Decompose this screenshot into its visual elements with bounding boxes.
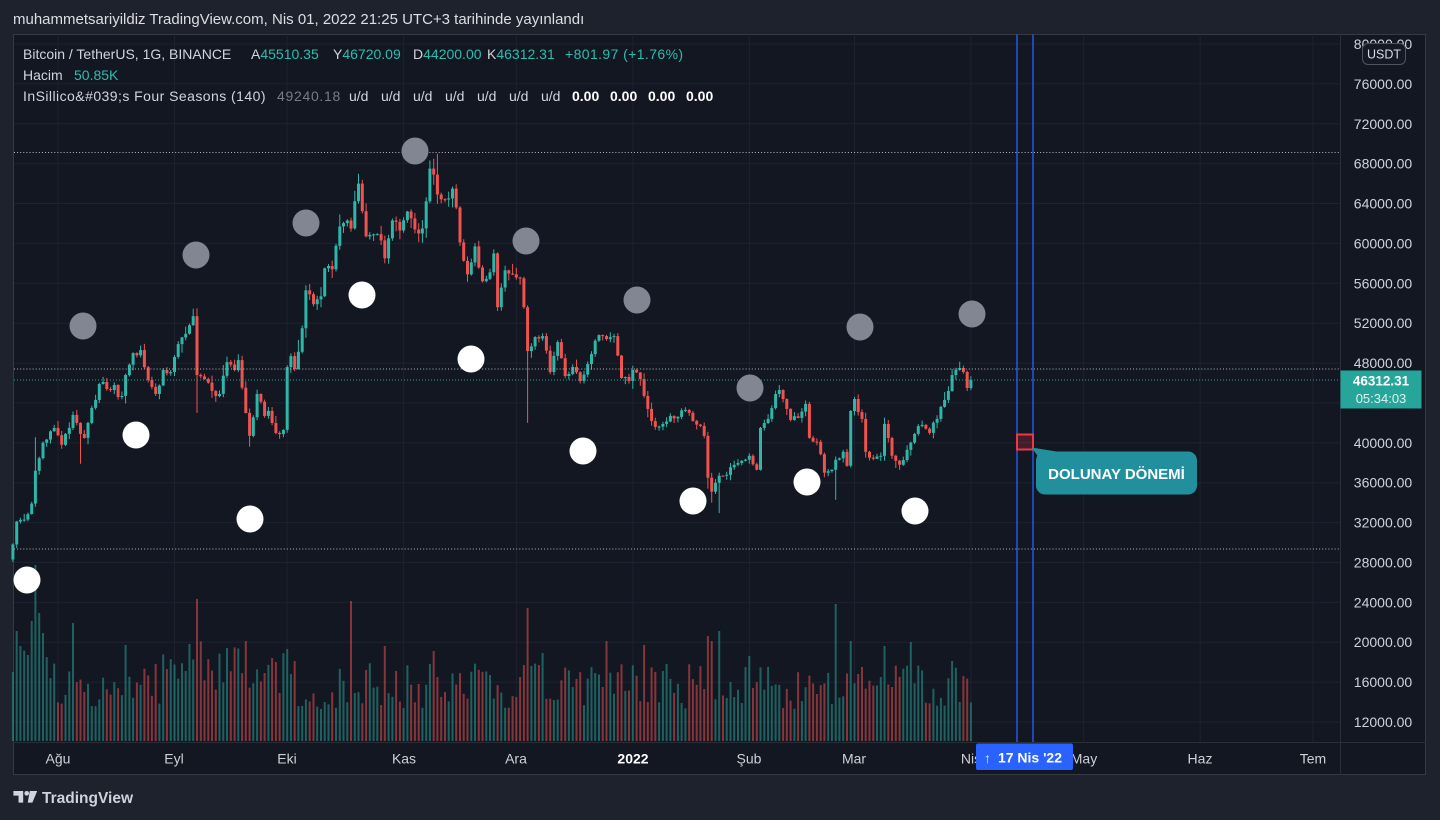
svg-text:68000.00: 68000.00 bbox=[1354, 156, 1413, 172]
svg-text:32000.00: 32000.00 bbox=[1354, 515, 1413, 531]
svg-text:DOLUNAY DÖNEMİ: DOLUNAY DÖNEMİ bbox=[1048, 466, 1185, 483]
svg-text:Eyl: Eyl bbox=[164, 751, 183, 767]
svg-text:48000.00: 48000.00 bbox=[1354, 355, 1413, 371]
svg-text:12000.00: 12000.00 bbox=[1354, 714, 1413, 730]
svg-text:Eki: Eki bbox=[277, 751, 296, 767]
svg-text:56000.00: 56000.00 bbox=[1354, 275, 1413, 291]
svg-text:Şub: Şub bbox=[737, 751, 762, 767]
svg-text:60000.00: 60000.00 bbox=[1354, 235, 1413, 251]
svg-text:40000.00: 40000.00 bbox=[1354, 435, 1413, 451]
svg-text:64000.00: 64000.00 bbox=[1354, 196, 1413, 212]
svg-text:28000.00: 28000.00 bbox=[1354, 555, 1413, 571]
svg-text:05:34:03: 05:34:03 bbox=[1356, 391, 1407, 406]
svg-text:76000.00: 76000.00 bbox=[1354, 76, 1413, 92]
svg-text:36000.00: 36000.00 bbox=[1354, 475, 1413, 491]
svg-text:Ağu: Ağu bbox=[46, 751, 71, 767]
svg-text:Haz: Haz bbox=[1188, 751, 1213, 767]
svg-text:52000.00: 52000.00 bbox=[1354, 315, 1413, 331]
svg-text:17 Nis '22: 17 Nis '22 bbox=[998, 750, 1062, 766]
svg-text:16000.00: 16000.00 bbox=[1354, 674, 1413, 690]
svg-text:46312.31: 46312.31 bbox=[1353, 374, 1410, 389]
svg-text:Ara: Ara bbox=[505, 751, 527, 767]
svg-text:24000.00: 24000.00 bbox=[1354, 594, 1413, 610]
svg-text:20000.00: 20000.00 bbox=[1354, 634, 1413, 650]
svg-text:Kas: Kas bbox=[392, 751, 416, 767]
svg-text:USDT: USDT bbox=[1367, 48, 1401, 62]
svg-text:72000.00: 72000.00 bbox=[1354, 116, 1413, 132]
svg-text:Tem: Tem bbox=[1300, 751, 1326, 767]
svg-text:May: May bbox=[1071, 751, 1097, 767]
svg-text:2022: 2022 bbox=[617, 751, 648, 767]
svg-text:↑: ↑ bbox=[984, 750, 991, 766]
svg-text:Mar: Mar bbox=[842, 751, 866, 767]
